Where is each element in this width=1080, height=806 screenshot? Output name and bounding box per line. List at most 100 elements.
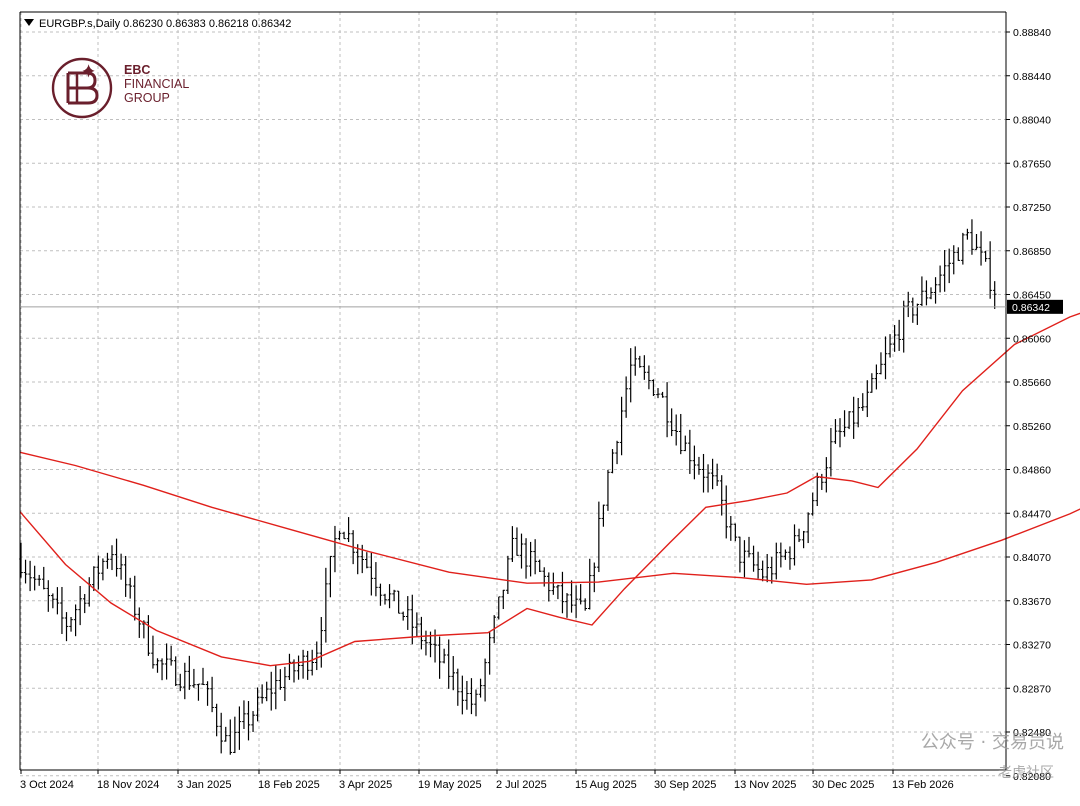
price-bar <box>424 631 428 656</box>
price-bar <box>333 526 337 572</box>
price-bar <box>734 523 738 541</box>
price-bar <box>87 577 91 606</box>
price-bar <box>97 556 101 590</box>
x-tick-label: 2 Jul 2025 <box>496 779 547 791</box>
price-bar <box>520 534 524 569</box>
price-bar <box>151 636 155 669</box>
chart-header: EURGBP.s,Daily 0.86230 0.86383 0.86218 0… <box>24 18 291 30</box>
price-bar <box>579 584 583 604</box>
price-bar <box>806 512 810 543</box>
price-bar <box>802 531 806 548</box>
time-axis: 3 Oct 2024 18 Nov 2024 3 Jan 2025 18 Feb 20… <box>20 770 954 791</box>
price-bar <box>60 587 64 634</box>
price-bar <box>738 537 742 573</box>
price-bar <box>624 376 628 417</box>
logo-line-1: EBC <box>124 63 189 77</box>
price-bar <box>374 562 378 596</box>
price-bar <box>770 557 774 584</box>
moving-averages <box>20 160 1080 666</box>
price-bar <box>615 441 619 464</box>
price-bar <box>761 561 765 582</box>
price-bar <box>238 706 242 749</box>
price-bar <box>210 677 214 712</box>
price-bar <box>206 681 210 706</box>
price-bar <box>747 537 751 558</box>
price-bar <box>947 249 951 283</box>
price-bar <box>834 419 838 444</box>
price-bar <box>715 464 719 486</box>
price-bar <box>934 277 938 303</box>
chart-grid <box>20 12 1006 776</box>
price-bar <box>347 517 351 542</box>
y-tick-label: 0.83670 <box>1013 596 1051 608</box>
price-bar <box>570 580 574 612</box>
price-bar <box>993 281 997 309</box>
x-tick-label: 30 Dec 2025 <box>812 779 874 791</box>
price-bar <box>574 585 578 618</box>
price-bar <box>28 561 32 591</box>
price-bar <box>37 575 41 586</box>
collapse-triangle-icon[interactable] <box>24 19 34 26</box>
y-tick-label: 0.85660 <box>1013 377 1051 389</box>
y-tick-label: 0.87250 <box>1013 202 1051 214</box>
price-bar <box>588 559 592 610</box>
price-bar <box>183 663 187 699</box>
price-bar <box>957 247 961 261</box>
price-bar <box>593 563 597 593</box>
price-bar <box>288 654 292 680</box>
price-bar <box>975 234 979 250</box>
price-bar <box>693 446 697 480</box>
price-bar <box>160 658 164 680</box>
price-bar <box>379 584 383 606</box>
price-bar <box>665 382 669 437</box>
price-bar <box>825 457 829 492</box>
price-bar <box>301 650 305 679</box>
price-bar <box>219 713 223 754</box>
price-bar <box>943 250 947 292</box>
price-bar <box>556 585 560 599</box>
price-bar <box>247 701 251 740</box>
x-tick-label: 30 Sep 2025 <box>654 779 716 791</box>
price-bar <box>201 668 205 685</box>
y-tick-label: 0.85260 <box>1013 421 1051 433</box>
price-bar <box>401 612 405 621</box>
current-price-label: 0.86342 <box>1012 302 1050 314</box>
price-bar <box>920 276 924 306</box>
price-bar <box>879 352 883 374</box>
price-bar <box>979 231 983 265</box>
low-value: 0.86218 <box>209 18 249 30</box>
x-tick-label: 3 Apr 2025 <box>339 779 392 791</box>
price-bar <box>524 538 528 578</box>
price-bar <box>902 301 906 353</box>
price-bar <box>24 560 28 584</box>
price-bar <box>843 410 847 436</box>
price-bar <box>265 682 269 701</box>
price-bar <box>124 556 128 597</box>
price-bar <box>269 672 273 711</box>
ebc-logo-icon <box>50 55 120 121</box>
price-bar <box>456 669 460 706</box>
price-bar <box>866 380 870 417</box>
y-tick-label: 0.84860 <box>1013 465 1051 477</box>
price-bar <box>138 607 142 638</box>
y-tick-label: 0.88840 <box>1013 27 1051 39</box>
price-bar <box>815 473 819 506</box>
price-bar <box>229 719 233 754</box>
price-bar <box>283 667 287 701</box>
price-bar <box>215 704 219 736</box>
x-tick-label: 15 Aug 2025 <box>575 779 637 791</box>
price-bar <box>483 659 487 702</box>
price-bar <box>65 612 69 641</box>
price-bar <box>388 584 392 608</box>
price-bar <box>147 615 151 656</box>
price-bar <box>970 219 974 254</box>
price-bar <box>638 356 642 368</box>
price-bar <box>697 457 701 475</box>
x-tick-label: 3 Oct 2024 <box>20 779 74 791</box>
price-bar <box>128 578 132 599</box>
price-bar <box>856 398 860 427</box>
price-bar <box>797 529 801 542</box>
y-tick-label: 0.87650 <box>1013 158 1051 170</box>
price-bar <box>775 543 779 580</box>
price-bar <box>602 505 606 527</box>
